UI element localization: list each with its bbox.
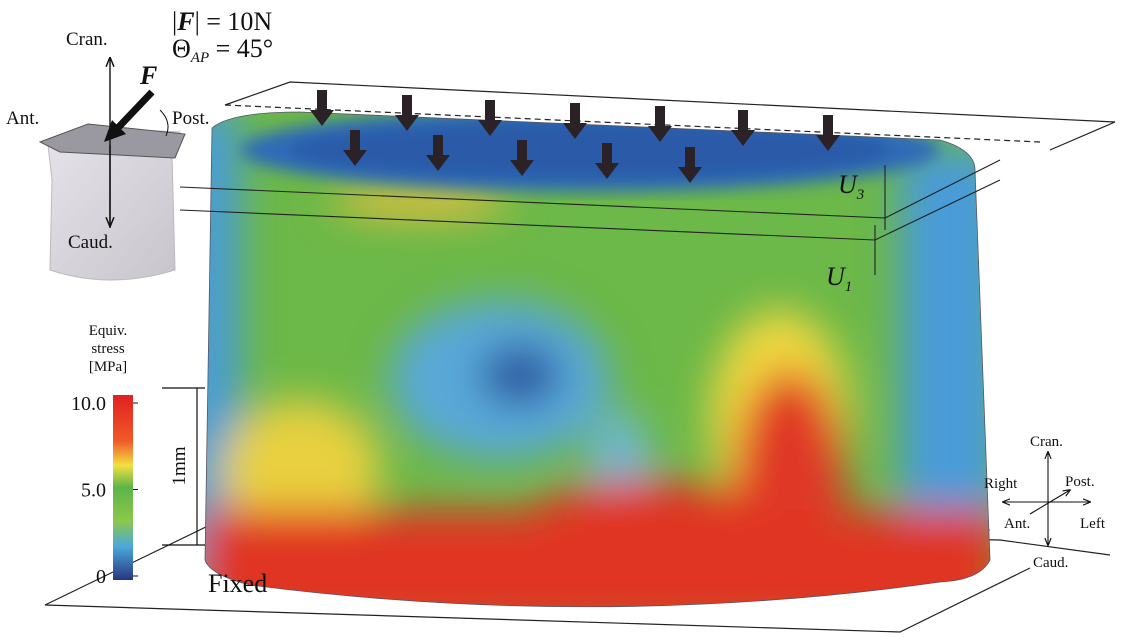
load-arrow	[738, 110, 748, 132]
colorbar-gradient	[113, 395, 133, 580]
load-arrow	[685, 147, 695, 169]
u1-sub: 1	[845, 279, 853, 295]
colorbar-title: [MPa]	[89, 359, 127, 375]
stress-map	[180, 100, 1000, 638]
angle-sub: AP	[190, 50, 209, 66]
inset-caud: Caud.	[68, 232, 113, 253]
triad-post: Post.	[1065, 474, 1095, 490]
scale-label: 1mm	[169, 446, 190, 485]
colorbar-tick-label: 10.0	[71, 393, 106, 415]
inset: Cran. Ant. Post. Caud. F	[6, 29, 210, 280]
force-value: | = 10N	[195, 7, 273, 36]
inset-force: F	[139, 61, 157, 90]
colorbar-tick-label: 5.0	[81, 480, 106, 502]
force-symbol: F	[176, 7, 194, 36]
load-arrow	[823, 115, 833, 137]
colorbar: Equiv. stress [MPa] 10.0 5.0 0	[71, 323, 138, 588]
fixed-label: Fixed	[208, 569, 267, 598]
figure: U3 U1 |F| = 10N ΘAP = 45° Cran. Ant. Pos…	[0, 0, 1122, 638]
load-arrow	[402, 95, 412, 117]
colorbar-tick-label: 0	[96, 566, 106, 588]
force-magnitude: |F| = 10N	[172, 7, 272, 36]
load-arrow	[602, 143, 612, 165]
load-arrow	[517, 140, 527, 162]
angle-value: = 45°	[209, 34, 273, 63]
load-arrow	[317, 90, 327, 112]
triad-caud: Caud.	[1033, 555, 1068, 571]
load-arrow	[433, 135, 443, 157]
inset-cran: Cran.	[66, 29, 108, 50]
load-arrow	[350, 130, 360, 152]
load-arrow	[655, 106, 665, 128]
force-angle: ΘAP = 45°	[172, 34, 273, 66]
inset-post: Post.	[172, 108, 210, 129]
triad-cran: Cran.	[1030, 434, 1063, 450]
load-arrow	[570, 103, 580, 125]
load-arrow	[485, 100, 495, 122]
u3-sub: 3	[856, 187, 865, 203]
angle-symbol: Θ	[172, 34, 191, 63]
triad-right: Right	[984, 476, 1018, 492]
triad-ant: Ant.	[1004, 516, 1030, 532]
triad-left: Left	[1080, 516, 1106, 532]
colorbar-title: stress	[91, 341, 124, 357]
inset-ant: Ant.	[6, 108, 39, 129]
colorbar-title: Equiv.	[89, 323, 128, 339]
